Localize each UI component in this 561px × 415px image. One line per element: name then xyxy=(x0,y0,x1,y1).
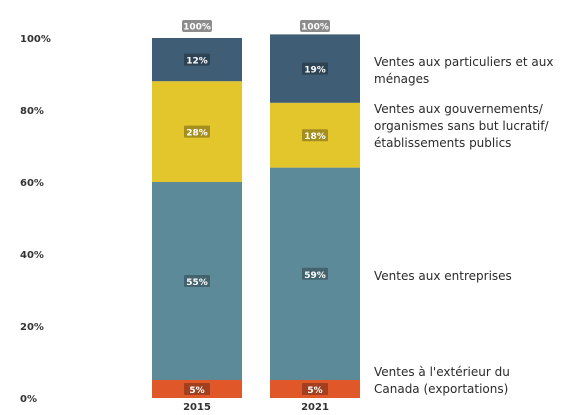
y-tick-label: 80% xyxy=(20,106,44,117)
x-category-label: 2015 xyxy=(183,402,211,413)
y-tick-label: 40% xyxy=(20,250,44,261)
total-label: 100% xyxy=(183,23,211,33)
legend-exportations: Ventes à l'extérieur du Canada (exportat… xyxy=(374,365,510,396)
x-category-label: 2021 xyxy=(301,402,329,413)
legend-gouvernements: Ventes aux gouvernements/ organismes san… xyxy=(374,102,549,150)
bar-segment xyxy=(152,81,242,182)
total-label-badge xyxy=(182,20,212,32)
data-label-badge xyxy=(184,53,210,66)
bar-segment xyxy=(152,380,242,398)
data-label: 5% xyxy=(189,386,204,396)
data-label-badge xyxy=(302,267,328,280)
legend-particuliers: Ventes aux particuliers et aux ménages xyxy=(374,55,554,86)
data-label-badge xyxy=(184,275,210,287)
data-label-badge xyxy=(302,383,328,395)
legend-entreprises: Ventes aux entreprises xyxy=(374,269,512,283)
data-label: 12% xyxy=(186,57,208,67)
data-label: 19% xyxy=(304,66,326,76)
data-label-badge xyxy=(184,125,210,138)
data-label: 18% xyxy=(304,132,326,142)
data-label: 59% xyxy=(304,271,326,281)
y-tick-label: 20% xyxy=(20,322,44,333)
data-label-badge xyxy=(184,383,210,395)
data-label: 5% xyxy=(307,386,322,396)
y-tick-label: 0% xyxy=(20,394,37,405)
stacked-bar-chart: 0% 20% 40% 60% 80% 100% 5% 55% 28% 12% 100% 2015 5% 5… xyxy=(20,20,360,413)
bar-segment xyxy=(270,380,360,398)
data-label: 28% xyxy=(186,129,208,139)
bar-segment xyxy=(270,167,360,380)
bar-segment xyxy=(270,102,360,168)
bar-segment xyxy=(270,34,360,103)
bar-segment xyxy=(152,182,242,380)
total-label-badge xyxy=(300,20,330,32)
data-label-badge xyxy=(302,62,328,75)
total-label: 100% xyxy=(301,23,329,33)
y-tick-label: 60% xyxy=(20,178,44,189)
data-label: 55% xyxy=(186,278,208,288)
bar-segment xyxy=(152,38,242,82)
data-label-badge xyxy=(302,129,328,142)
y-tick-label: 100% xyxy=(20,34,51,45)
